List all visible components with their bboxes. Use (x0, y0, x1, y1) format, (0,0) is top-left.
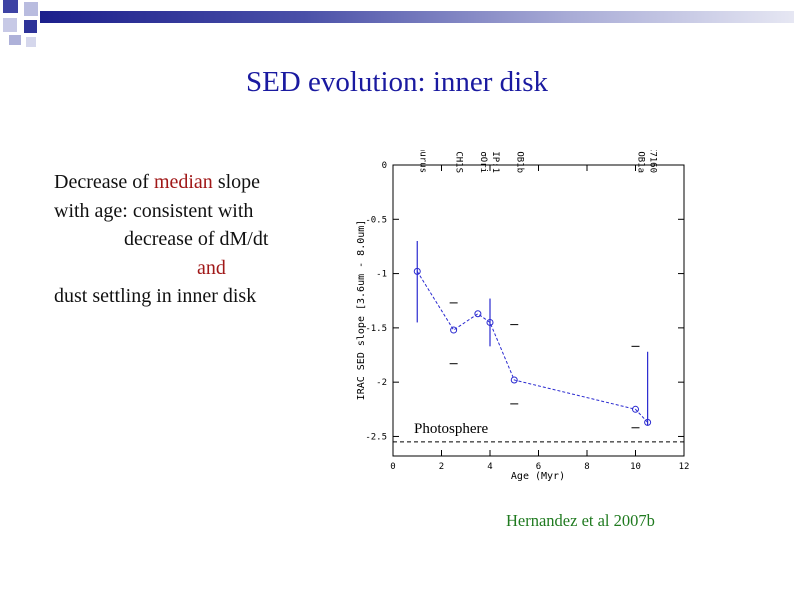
x-tick-label: 2 (439, 462, 444, 472)
body-line-3: decrease of d​M/dt (124, 228, 269, 250)
cluster-label: NGC7160 (648, 150, 658, 173)
data-point (486, 318, 494, 326)
corner-square-1 (3, 0, 18, 13)
data-point (632, 405, 639, 413)
slide-title: SED evolution: inner disk (245, 66, 549, 98)
body-line-1-prefix: Decrease of (54, 171, 154, 193)
cluster-label: OB1a (636, 151, 646, 173)
photosphere-label: Photosphere (414, 421, 489, 437)
corner-square-4 (24, 20, 37, 33)
body-line-4: and (197, 256, 226, 279)
sed-slope-chart: 0 2 4 6 8 10 12 0 -0.5 -1 -1.5 -2 -2.5 Taurus CH1S σOr… (356, 150, 690, 482)
y-tick-label: 0 (382, 161, 387, 171)
x-tick-label: 10 (630, 462, 641, 472)
cluster-label: Taurus (417, 150, 427, 173)
y-axis-label: IRAC SED slope [3.6um - 8.0um] (356, 220, 367, 401)
x-tick-label: 6 (536, 462, 541, 472)
citation-credit: Hernandez et al 2007b (506, 511, 655, 530)
corner-square-3 (3, 18, 17, 32)
corner-square-2 (24, 2, 38, 16)
plot-frame (392, 164, 685, 457)
median-highlight: median (153, 171, 213, 193)
slide-body-text: Decrease of median slope with age: consi… (54, 168, 304, 311)
data-point (644, 418, 652, 426)
corner-square-6 (26, 37, 36, 47)
x-tick-label: 0 (390, 462, 395, 472)
y-tick-label: -2 (376, 378, 387, 388)
cluster-label: OB1b (514, 151, 524, 173)
y-tick-label: -0.5 (365, 215, 387, 225)
cluster-label: σOri (478, 151, 488, 173)
data-point (450, 326, 458, 334)
body-line-5: dust settling in inner disk (54, 285, 257, 307)
y-tick-label: -1 (376, 270, 387, 280)
data-point (510, 376, 518, 384)
data-point (474, 310, 482, 318)
data-point (413, 267, 421, 275)
median-trend-line (416, 271, 648, 423)
body-line-2: with age: consistent with (54, 199, 254, 222)
cluster-label: CH1S (454, 151, 464, 173)
cluster-label: IP:1 (490, 151, 500, 173)
x-tick-label: 12 (679, 462, 690, 472)
corner-square-5 (9, 35, 21, 45)
y-tick-label: -2.5 (365, 432, 387, 442)
body-line-1-suffix: slope (212, 171, 261, 193)
x-tick-label: 8 (584, 462, 589, 472)
body-line-1: Decrease of median slope (54, 168, 304, 197)
y-tick-label: -1.5 (365, 324, 387, 334)
x-tick-label: 4 (487, 462, 492, 472)
x-axis-label: Age (Myr) (511, 471, 565, 482)
header-accent-bar (40, 11, 794, 23)
